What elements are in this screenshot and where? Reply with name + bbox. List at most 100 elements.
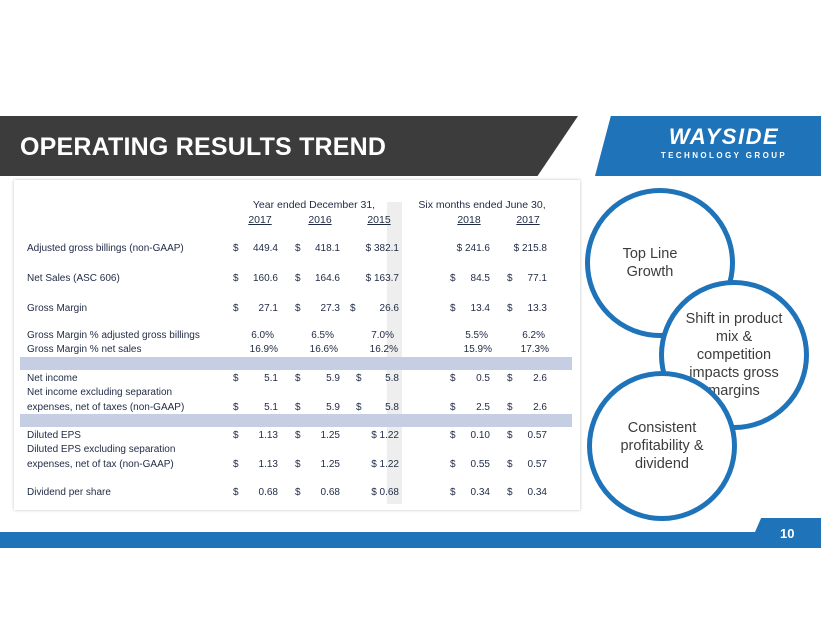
cell: 6.2% (522, 330, 545, 341)
cell: 0.34 (527, 487, 547, 498)
page-title: OPERATING RESULTS TREND (20, 133, 387, 161)
cell: 26.6 (379, 303, 399, 314)
cell: $ (233, 459, 239, 470)
cell: $ (450, 487, 456, 498)
cell: 0.55 (470, 459, 490, 470)
cell: $ 241.6 (456, 243, 490, 254)
circle-text: Consistent profitability & dividend (620, 420, 704, 472)
cell: 1.13 (258, 430, 278, 441)
cell: $ (507, 373, 513, 384)
cell: 16.6% (309, 344, 338, 355)
cell: 0.68 (320, 487, 340, 498)
cell: $ (450, 273, 456, 284)
title-band (0, 116, 578, 176)
cell: 0.5 (476, 373, 490, 384)
row-label: expenses, net of tax (non-GAAP) (27, 459, 174, 470)
cell: $ (450, 459, 456, 470)
cell: $ (233, 402, 239, 413)
cell: $ (233, 303, 239, 314)
cell: $ 382.1 (365, 243, 399, 254)
cell: 1.25 (320, 430, 340, 441)
cell: 0.57 (527, 459, 547, 470)
cell: 1.25 (320, 459, 340, 470)
cell: 418.1 (314, 243, 340, 254)
cell: $ (507, 430, 513, 441)
cell: 5.8 (385, 373, 399, 384)
cell: $ 1.22 (371, 430, 399, 441)
cell: $ 1.22 (371, 459, 399, 470)
circle-text: Top Line Growth (622, 246, 678, 280)
cell: 77.1 (527, 273, 547, 284)
cell: 160.6 (252, 273, 278, 284)
cell: $ (450, 402, 456, 413)
cell: 5.1 (264, 373, 278, 384)
row-label: Net income (27, 373, 78, 384)
year-header: 2017 (248, 214, 272, 226)
row-label: Diluted EPS excluding separation (27, 444, 176, 455)
page-number: 10 (780, 526, 795, 541)
footer-band (0, 532, 821, 548)
cell: $ (295, 373, 301, 384)
cell: $ (450, 430, 456, 441)
cell: $ (507, 303, 513, 314)
cell: $ (356, 402, 362, 413)
cell: 2.6 (533, 402, 547, 413)
year-header: 2015 (367, 214, 391, 226)
row-label: Diluted EPS (27, 430, 81, 441)
cell: $ (295, 487, 301, 498)
row-label: Dividend per share (27, 487, 111, 498)
cell: 5.1 (264, 402, 278, 413)
cell: $ 215.8 (513, 243, 547, 254)
row-label: Gross Margin % adjusted gross billings (27, 330, 200, 341)
cell: $ (233, 273, 239, 284)
cell: 0.34 (470, 487, 490, 498)
year-header: 2016 (308, 214, 332, 226)
cell: 16.2% (369, 344, 398, 355)
cell: 17.3% (520, 344, 549, 355)
cell: $ 0.68 (371, 487, 399, 498)
cell: $ (295, 402, 301, 413)
cell: 164.6 (314, 273, 340, 284)
cell: $ (233, 430, 239, 441)
cell: 5.5% (465, 330, 488, 341)
cell: 16.9% (249, 344, 278, 355)
cell: $ (507, 273, 513, 284)
cell: $ (507, 402, 513, 413)
cell: 27.1 (258, 303, 278, 314)
row-label: Gross Margin (27, 303, 88, 314)
row-label: Adjusted gross billings (non-GAAP) (27, 243, 184, 254)
cell: 7.0% (371, 330, 394, 341)
column-divider (387, 202, 402, 504)
cell: 6.5% (311, 330, 334, 341)
cell: 2.6 (533, 373, 547, 384)
cell: $ (295, 303, 301, 314)
cell: $ (295, 430, 301, 441)
row-label: expenses, net of taxes (non-GAAP) (27, 402, 185, 413)
cell: $ (350, 303, 356, 314)
cell: 84.5 (470, 273, 490, 284)
cell: $ (233, 487, 239, 498)
row-label: Net income excluding separation (27, 387, 173, 398)
cell: 2.5 (476, 402, 490, 413)
cell: $ (507, 459, 513, 470)
cell: $ (233, 243, 239, 254)
highlight-row (20, 414, 572, 427)
logo-band (595, 116, 821, 176)
highlight-row (20, 357, 572, 370)
row-label: Gross Margin % net sales (27, 344, 142, 355)
cell: $ (356, 373, 362, 384)
cell: 1.13 (258, 459, 278, 470)
cell: 5.9 (326, 402, 340, 413)
cell: 6.0% (251, 330, 274, 341)
year-header: 2017 (516, 214, 540, 226)
row-label: Net Sales (ASC 606) (27, 273, 120, 284)
page-number-tab (748, 518, 821, 548)
cell: 449.4 (252, 243, 278, 254)
circle-profitability: Consistent profitability & dividend (587, 371, 737, 521)
cell: 0.57 (527, 430, 547, 441)
year-header: 2018 (457, 214, 481, 226)
header-year-ended: Year ended December 31, (252, 199, 376, 211)
cell: $ 163.7 (365, 273, 399, 284)
circle-text: Shift in product mix & competition impac… (685, 311, 783, 399)
cell: 5.9 (326, 373, 340, 384)
